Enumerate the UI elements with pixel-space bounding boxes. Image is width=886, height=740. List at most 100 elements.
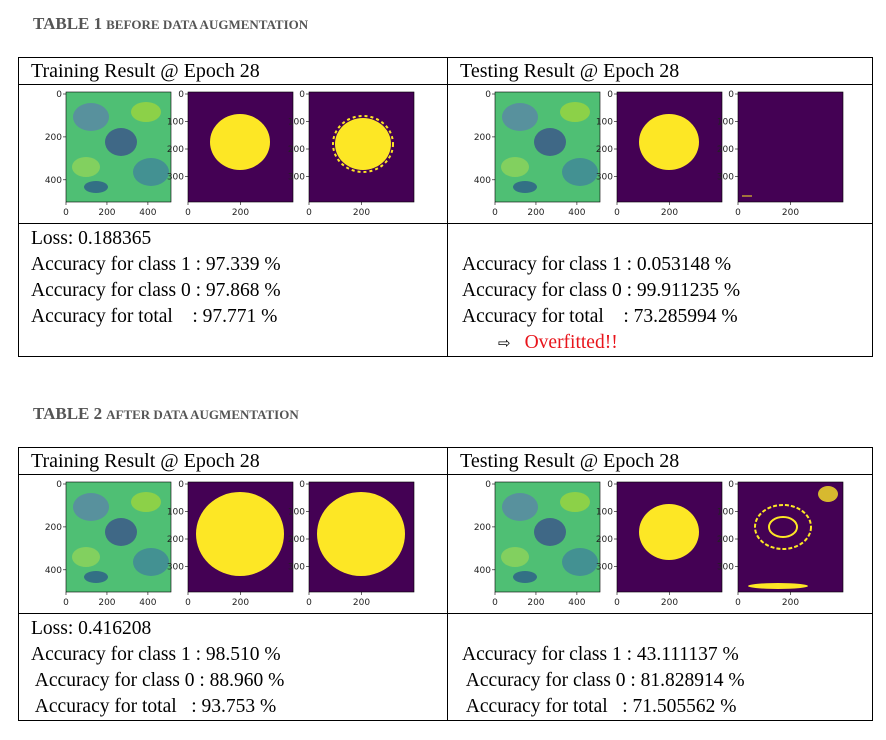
column-header: Testing Result @ Epoch 28: [447, 57, 873, 85]
y-tick-label: 0: [56, 480, 62, 490]
y-tick-label: 400: [45, 176, 62, 186]
y-tick-label: 200: [288, 145, 305, 155]
plot-fill: [738, 92, 843, 202]
y-tick-label: 200: [167, 145, 184, 155]
column-header: Training Result @ Epoch 28: [18, 447, 448, 475]
x-tick-label: 200: [232, 598, 249, 608]
plot-shape: [562, 158, 598, 186]
column-header: Training Result @ Epoch 28: [18, 57, 448, 85]
y-tick-label: 100: [596, 508, 613, 518]
plot-shape: [72, 157, 100, 177]
x-tick-label: 400: [139, 208, 156, 218]
y-tick-label: 200: [596, 535, 613, 545]
plot-shape: [560, 102, 590, 122]
x-tick-label: 0: [63, 208, 69, 218]
y-tick-label: 0: [56, 90, 62, 100]
x-tick-label: 400: [568, 598, 585, 608]
y-tick-label: 0: [178, 90, 184, 100]
result-line: Accuracy for total : 93.753 %: [31, 696, 277, 717]
result-line: Accuracy for total : 71.505562 %: [462, 696, 737, 717]
plot-frame: [494, 481, 601, 593]
plot-shape: [131, 492, 161, 512]
y-tick-label: 0: [299, 480, 305, 490]
y-tick-label: 100: [596, 118, 613, 128]
plot-frame: [65, 91, 172, 203]
plot-frame: [494, 91, 601, 203]
result-line: Loss: 0.188365: [31, 228, 152, 249]
text-row: Loss: 0.416208 Accuracy for class 1 : 98.…: [18, 613, 873, 721]
y-tick-label: 0: [728, 90, 734, 100]
plot-shape: [639, 504, 699, 560]
y-tick-label: 0: [607, 90, 613, 100]
y-tick-label: 300: [596, 173, 613, 183]
x-tick-label: 200: [782, 208, 799, 218]
result-line: Accuracy for total : 73.285994 %: [462, 306, 738, 327]
image-row: 0 200 400 0 200 400 0 200 0 100 200 300 0 200 0 100 200 3…: [18, 474, 873, 614]
y-tick-label: 300: [717, 173, 734, 183]
result-line: Accuracy for class 0 : 81.828914 %: [462, 670, 745, 691]
x-tick-label: 200: [782, 598, 799, 608]
result-table: Training Result @ Epoch 28 Testing Result…: [18, 447, 873, 721]
plot-shape: [502, 103, 538, 131]
x-tick-label: 0: [185, 598, 191, 608]
result-text: Loss: 0.188365 Accuracy for class 1 : 97.…: [18, 223, 448, 357]
header-row: Training Result @ Epoch 28 Testing Result…: [18, 57, 873, 85]
note: ⇨ Overfitted!!: [462, 330, 872, 356]
plot-shape: [502, 493, 538, 521]
y-tick-label: 100: [288, 118, 305, 128]
y-tick-label: 200: [474, 133, 491, 143]
result-line: Accuracy for total : 97.771 %: [31, 306, 278, 327]
plot-shape: [210, 114, 270, 170]
x-tick-label: 400: [568, 208, 585, 218]
result-line: Accuracy for class 1 : 43.111137 %: [462, 644, 739, 665]
plot-shape: [84, 571, 108, 583]
result-line: Accuracy for class 1 : 98.510 %: [31, 644, 281, 665]
y-tick-label: 100: [167, 118, 184, 128]
plot-shape: [513, 571, 537, 583]
x-tick-label: 200: [661, 598, 678, 608]
image-row: 0 200 400 0 200 400 0 200 0 100 200 300 0 200 0 100 200 3…: [18, 84, 873, 224]
plot-shape: [72, 547, 100, 567]
plot-shape: [768, 516, 798, 538]
y-tick-label: 0: [178, 480, 184, 490]
result-line: Loss: 0.416208: [31, 618, 152, 639]
column-header: Testing Result @ Epoch 28: [447, 447, 873, 475]
y-tick-label: 200: [717, 145, 734, 155]
y-tick-label: 200: [288, 535, 305, 545]
image-cell: 0 200 400 0 200 400 0 200 0 100 200 300 0 200 0 100 200 3…: [18, 474, 448, 614]
y-tick-label: 300: [288, 173, 305, 183]
x-tick-label: 0: [614, 208, 620, 218]
y-tick-label: 400: [474, 176, 491, 186]
y-tick-label: 400: [474, 566, 491, 576]
result-line: Accuracy for class 0 : 97.868 %: [31, 280, 281, 301]
note-arrow: ⇨: [498, 334, 511, 352]
y-tick-label: 100: [167, 508, 184, 518]
y-tick-label: 100: [717, 118, 734, 128]
x-tick-label: 200: [661, 208, 678, 218]
x-tick-label: 200: [353, 208, 370, 218]
x-tick-label: 0: [63, 598, 69, 608]
image-cell: 0 200 400 0 200 400 0 200 0 100 200 300 0 200 0 100 200 3…: [447, 474, 873, 614]
y-tick-label: 200: [474, 523, 491, 533]
table-caption: TABLE 2 AFTER DATA AUGMENTATION: [33, 404, 299, 424]
caption-text: AFTER DATA AUGMENTATION: [106, 407, 299, 422]
plot-shape: [534, 128, 566, 156]
y-tick-label: 0: [607, 480, 613, 490]
y-tick-label: 400: [45, 566, 62, 576]
caption-label: TABLE 2: [33, 404, 103, 423]
y-tick-label: 0: [299, 90, 305, 100]
y-tick-label: 0: [485, 480, 491, 490]
plots: 0 200 400 0 200 400 0 200 0 100 200 300 0 200 0 100 200 3…: [474, 90, 844, 218]
x-tick-label: 0: [492, 598, 498, 608]
table-caption: TABLE 1 BEFORE DATA AUGMENTATION: [33, 14, 308, 34]
caption-text: BEFORE DATA AUGMENTATION: [106, 17, 309, 32]
y-tick-label: 200: [167, 535, 184, 545]
y-tick-label: 300: [717, 563, 734, 573]
plot-shape: [748, 583, 808, 589]
plot-shape: [84, 181, 108, 193]
y-tick-label: 0: [728, 480, 734, 490]
result-line: Accuracy for class 0 : 88.960 %: [31, 670, 285, 691]
y-tick-label: 200: [596, 145, 613, 155]
plot-shape: [534, 518, 566, 546]
result-text: Loss: 0.416208 Accuracy for class 1 : 98.…: [18, 613, 448, 721]
